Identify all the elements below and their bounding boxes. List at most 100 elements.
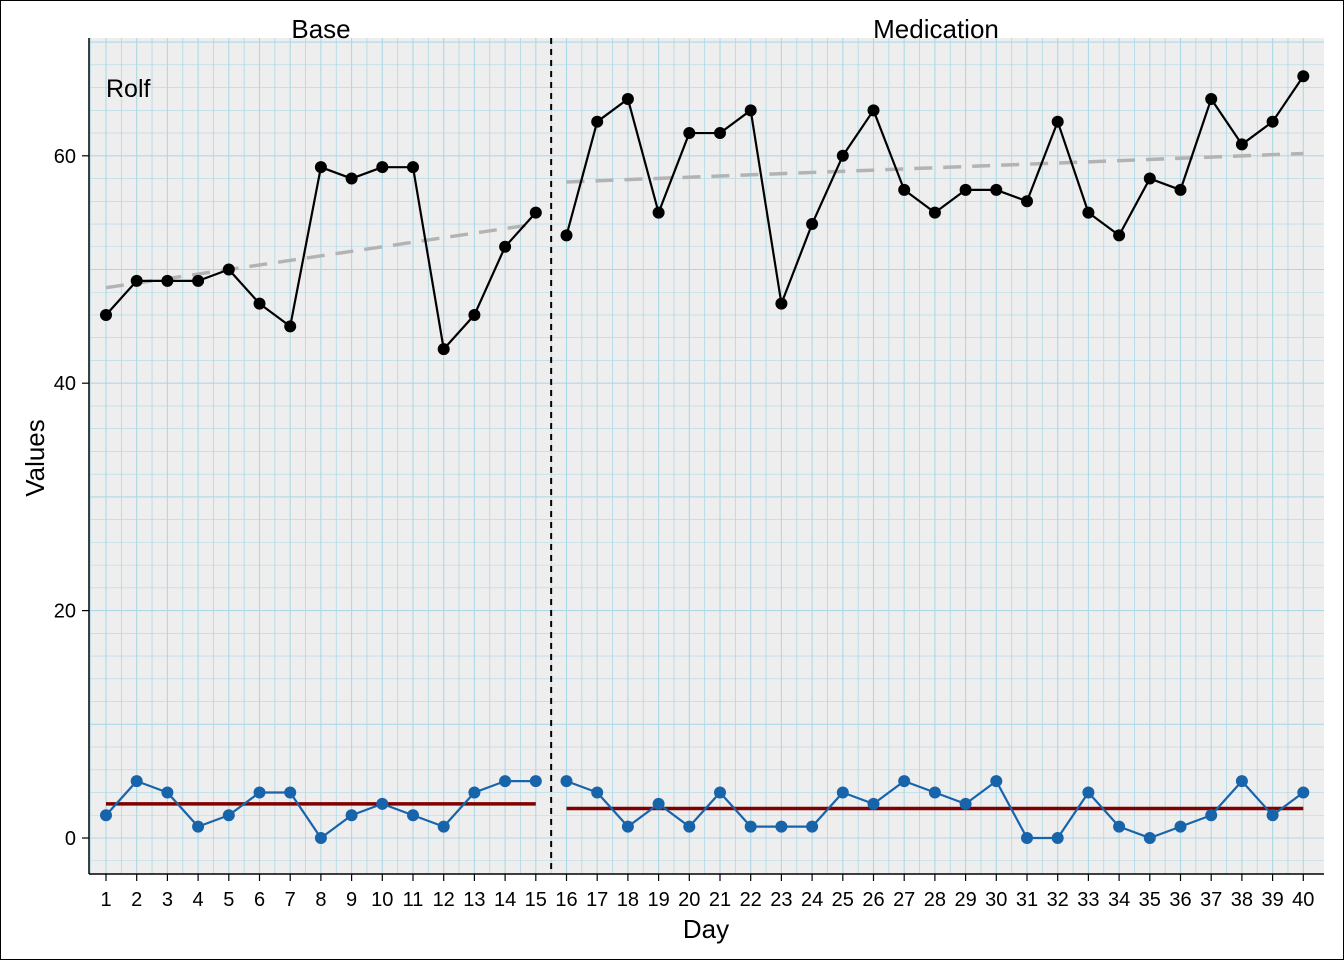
data-point-main	[744, 104, 757, 117]
data-point-secondary	[314, 832, 327, 844]
data-point-secondary	[1143, 832, 1156, 844]
data-point-main	[161, 274, 174, 287]
x-axis-label: Day	[683, 914, 729, 944]
plot-panel	[89, 38, 1324, 874]
grid-lines	[89, 38, 1324, 874]
data-point-main	[1113, 229, 1126, 242]
trend-line	[105, 222, 537, 290]
data-point-secondary	[161, 786, 174, 799]
data-point-main	[898, 183, 911, 196]
x-tick-label: 9	[346, 889, 357, 911]
x-tick-label: 1	[100, 889, 111, 911]
data-point-main	[683, 127, 696, 140]
data-point-secondary	[806, 820, 819, 833]
data-point-main	[560, 229, 573, 242]
data-point-main	[192, 274, 205, 287]
data-point-main	[806, 218, 819, 231]
x-tick-label: 23	[770, 889, 792, 911]
x-tick-label: 17	[586, 889, 608, 911]
x-tick-label: 28	[924, 889, 946, 911]
data-point-secondary	[744, 820, 757, 833]
x-tick-label: 2	[131, 889, 142, 911]
data-point-secondary	[1051, 832, 1064, 844]
x-tick-label: 11	[403, 889, 424, 911]
data-point-secondary	[990, 775, 1003, 788]
data-point-secondary	[652, 797, 665, 810]
x-tick-label: 16	[555, 889, 577, 911]
data-point-main	[345, 172, 358, 185]
x-tick-label: 10	[371, 889, 393, 911]
x-tick-label: 18	[617, 889, 639, 911]
x-tick-label: 19	[647, 889, 669, 911]
data-point-main	[100, 308, 112, 321]
x-tick-label: 31	[1016, 889, 1038, 911]
data-point-secondary	[284, 786, 297, 799]
phase-label: Medication	[873, 14, 999, 44]
y-tick-label: 0	[65, 828, 76, 850]
x-tick-label: 30	[985, 889, 1007, 911]
data-point-main	[959, 183, 972, 196]
data-series	[100, 70, 1310, 844]
data-point-secondary	[1235, 775, 1248, 788]
x-tick-label: 29	[954, 889, 976, 911]
data-point-main	[775, 297, 788, 310]
x-tick-label: 7	[285, 889, 296, 911]
data-point-secondary	[1174, 820, 1187, 833]
phase-markers: Base Medication	[291, 14, 999, 874]
data-point-main	[990, 183, 1003, 196]
data-point-main	[253, 297, 266, 310]
data-point-main	[314, 161, 327, 174]
trend-line	[566, 151, 1304, 184]
x-tick-label: 40	[1292, 889, 1314, 911]
data-point-main	[437, 343, 450, 356]
data-point-secondary	[775, 820, 788, 833]
x-tick-label: 37	[1200, 889, 1222, 911]
data-point-secondary	[1021, 832, 1033, 844]
data-point-secondary	[100, 809, 112, 822]
data-point-main	[1235, 138, 1248, 151]
x-tick-label: 8	[315, 889, 326, 911]
data-point-main	[1174, 183, 1187, 196]
data-point-main	[222, 263, 235, 276]
data-point-main	[130, 274, 143, 287]
data-point-main	[499, 240, 512, 253]
data-point-secondary	[683, 820, 696, 833]
data-point-main	[529, 206, 542, 219]
y-tick-label: 40	[54, 373, 76, 395]
data-point-secondary	[867, 797, 880, 810]
data-point-main	[284, 320, 297, 333]
data-point-secondary	[130, 775, 143, 788]
x-tick-label: 39	[1261, 889, 1283, 911]
data-point-secondary	[529, 775, 542, 788]
data-point-main	[836, 149, 849, 162]
data-point-secondary	[407, 809, 419, 822]
data-point-main	[1297, 70, 1310, 83]
x-tick-label: 24	[801, 889, 823, 911]
trend-lines	[105, 151, 1304, 290]
data-point-secondary	[1113, 820, 1126, 833]
data-point-main	[376, 161, 389, 174]
x-tick-label: 6	[254, 889, 265, 911]
data-point-main	[1021, 195, 1033, 208]
data-point-main	[1205, 92, 1218, 105]
data-point-secondary	[1205, 809, 1218, 822]
x-tick-label: 13	[463, 889, 485, 911]
data-point-main	[1082, 206, 1095, 219]
data-point-secondary	[437, 820, 450, 833]
data-point-secondary	[376, 797, 389, 810]
data-point-secondary	[898, 775, 911, 788]
y-axis-label: Values	[20, 419, 50, 497]
data-point-main	[1051, 115, 1064, 128]
x-tick-label: 26	[862, 889, 884, 911]
y-tick-label: 60	[54, 146, 76, 168]
y-tick-label: 20	[54, 601, 76, 623]
case-label: Rolf	[106, 75, 151, 103]
x-tick-label: 4	[193, 889, 204, 911]
data-point-main	[591, 115, 604, 128]
x-tick-label: 20	[678, 889, 700, 911]
x-tick-label: 15	[525, 889, 547, 911]
x-tick-label: 5	[223, 889, 234, 911]
data-point-secondary	[928, 786, 941, 799]
data-point-secondary	[253, 786, 266, 799]
